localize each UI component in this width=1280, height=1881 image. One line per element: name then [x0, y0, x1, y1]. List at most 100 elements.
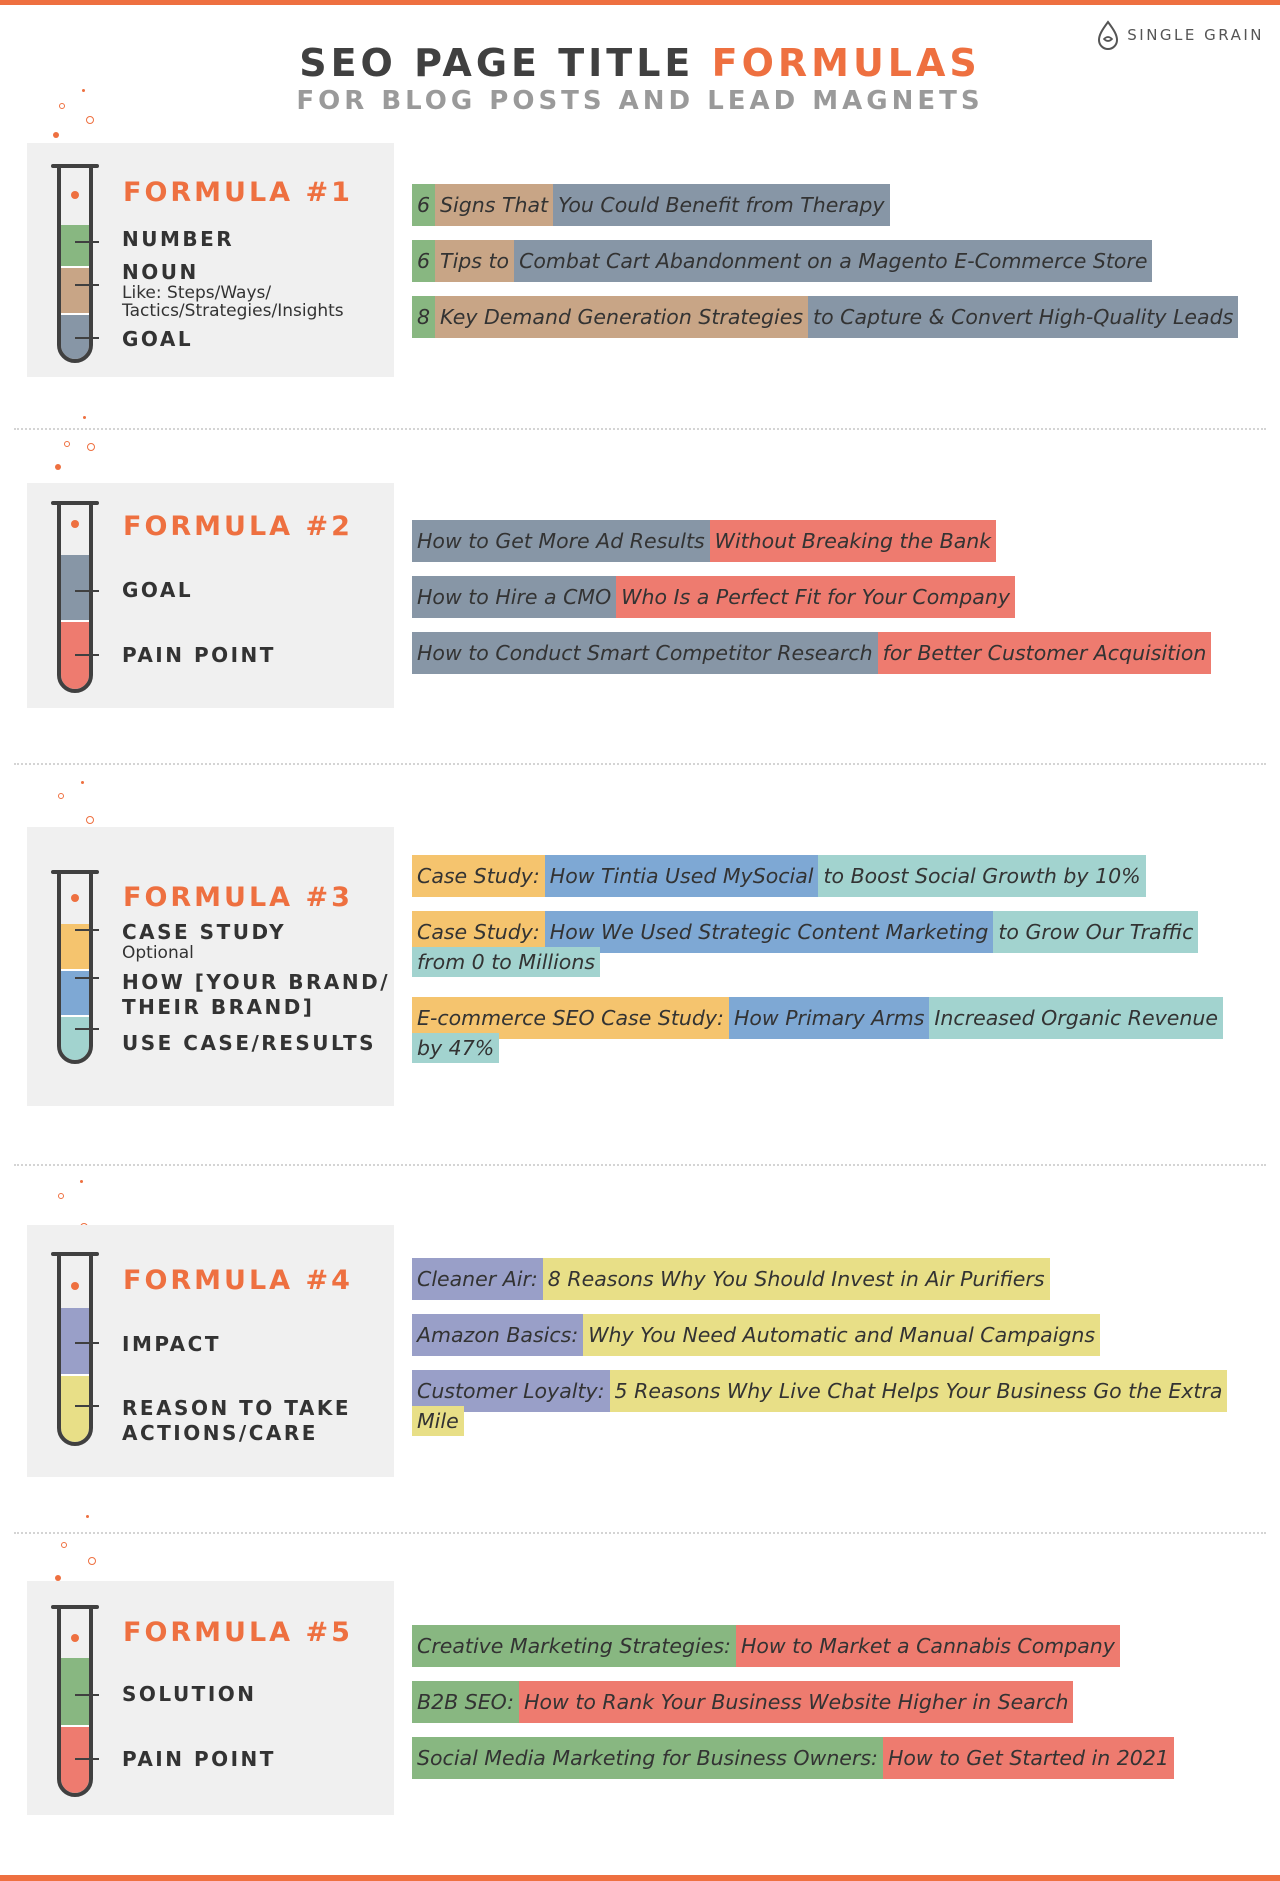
- bubble-dot: [83, 416, 86, 419]
- segment-impact: Customer Loyalty:: [412, 1370, 610, 1412]
- example-title: Cleaner Air: 8 Reasons Why You Should Inv…: [412, 1258, 1252, 1300]
- segment-use-case: Increased Organic Revenue: [929, 997, 1223, 1039]
- bubble-ring: [61, 1542, 67, 1548]
- single-grain-logo-icon: [1098, 20, 1119, 50]
- segment-case-study: Case Study:: [412, 911, 545, 953]
- bubble-ring: [58, 793, 64, 799]
- example-title: Case Study: How We Used Strategic Content…: [412, 911, 1252, 953]
- segment-pain-point: Who Is a Perfect Fit for Your Company: [616, 576, 1015, 618]
- page-title: SEO PAGE TITLE FORMULAS FOR BLOG POSTS A…: [0, 40, 1280, 116]
- section-divider: [14, 1532, 1266, 1534]
- segment-solution: B2B SEO:: [412, 1681, 520, 1723]
- example-title-wrap: by 47%: [412, 1033, 1252, 1069]
- formula-title: FORMULA #5: [123, 1617, 353, 1648]
- test-tube-icon: [51, 870, 99, 1064]
- label-pain-point: PAIN POINT: [122, 643, 276, 667]
- formula-5-examples: Creative Marketing Strategies: How to Mar…: [412, 1625, 1252, 1779]
- optional-note: Optional: [122, 943, 194, 963]
- bubble-ring: [88, 1557, 96, 1565]
- test-tube-icon: [51, 164, 99, 363]
- label-how-brand: HOW [YOUR BRAND/: [122, 970, 391, 994]
- label-how-brand-2: THEIR BRAND]: [122, 995, 315, 1019]
- example-title: Creative Marketing Strategies: How to Mar…: [412, 1625, 1252, 1667]
- segment-reason: 8 Reasons Why You Should Invest in Air P…: [542, 1258, 1050, 1300]
- example-title-wrap: from 0 to Millions: [412, 947, 1252, 983]
- example-title: 6 Signs That You Could Benefit from Therap…: [412, 184, 1252, 226]
- segment-goal: How to Hire a CMO: [412, 576, 617, 618]
- bubble-dot: [86, 1515, 89, 1518]
- label-impact: IMPACT: [122, 1332, 221, 1356]
- label-goal: GOAL: [122, 578, 194, 602]
- test-tube-icon: [51, 501, 99, 693]
- subtitle: FOR BLOG POSTS AND LEAD MAGNETS: [296, 86, 984, 116]
- formula-panel-3: FORMULA #3 CASE STUDY Optional HOW [YOUR…: [27, 827, 394, 1106]
- label-reason: REASON TO TAKE: [122, 1396, 351, 1420]
- segment-how-brand: How Tintia Used MySocial: [544, 855, 819, 897]
- segment-pain-point: Without Breaking the Bank: [709, 520, 997, 562]
- label-solution: SOLUTION: [122, 1682, 257, 1706]
- test-tube-icon: [51, 1252, 99, 1446]
- segment-impact: Cleaner Air:: [412, 1258, 543, 1300]
- segment-goal: Combat Cart Abandonment on a Magento E-C…: [514, 240, 1153, 282]
- example-title: How to Get More Ad Results Without Breaki…: [412, 520, 1252, 562]
- formula-title: FORMULA #4: [123, 1265, 353, 1296]
- formula-1-examples: 6 Signs That You Could Benefit from Therap…: [412, 184, 1252, 338]
- section-divider: [14, 428, 1266, 430]
- bubble-ring: [59, 103, 65, 109]
- bubble-dot: [53, 132, 59, 138]
- example-title: Social Media Marketing for Business Owne…: [412, 1737, 1252, 1779]
- segment-goal: to Capture & Convert High-Quality Leads: [808, 296, 1239, 338]
- formula-panel-5: FORMULA #5 SOLUTION PAIN POINT: [27, 1581, 394, 1815]
- segment-use-case: by 47%: [412, 1033, 500, 1063]
- noun-note: Like: Steps/Ways/: [122, 283, 272, 303]
- formula-3-examples: Case Study: How Tintia Used MySocial to Bo…: [412, 855, 1252, 1069]
- bubble-dot: [55, 464, 61, 470]
- segment-reason: 5 Reasons Why Live Chat Helps Your Busin…: [609, 1370, 1228, 1412]
- bubble-ring: [86, 116, 94, 124]
- label-case-study: CASE STUDY: [122, 920, 287, 944]
- segment-number: 8: [412, 296, 436, 338]
- label-reason-2: ACTIONS/CARE: [122, 1421, 318, 1445]
- test-tube-icon: [51, 1605, 99, 1797]
- example-title: Amazon Basics: Why You Need Automatic and…: [412, 1314, 1252, 1356]
- example-title-wrap: Mile: [412, 1406, 1252, 1442]
- segment-reason: Why You Need Automatic and Manual Campai…: [583, 1314, 1101, 1356]
- segment-use-case: to Grow Our Traffic: [993, 911, 1199, 953]
- title-accent: FORMULAS: [711, 41, 981, 85]
- bubble-ring: [64, 441, 70, 447]
- segment-noun: Tips to: [435, 240, 515, 282]
- label-pain-point: PAIN POINT: [122, 1747, 276, 1771]
- formula-panel-1: FORMULA #1 NUMBER NOUN Like: Steps/Ways/…: [27, 143, 394, 377]
- segment-pain-point: for Better Customer Acquisition: [877, 632, 1212, 674]
- formula-title: FORMULA #3: [123, 882, 353, 913]
- segment-case-study: Case Study:: [412, 855, 545, 897]
- bubble-ring: [86, 816, 94, 824]
- example-title: B2B SEO: How to Rank Your Business Websit…: [412, 1681, 1252, 1723]
- formula-4-examples: Cleaner Air: 8 Reasons Why You Should Inv…: [412, 1258, 1252, 1442]
- segment-number: 6: [412, 240, 436, 282]
- bubble-ring: [87, 443, 95, 451]
- segment-solution: Creative Marketing Strategies:: [412, 1625, 736, 1667]
- segment-noun: Signs That: [435, 184, 554, 226]
- segment-pain-point: How to Market a Cannabis Company: [735, 1625, 1120, 1667]
- bubble-dot: [55, 1575, 61, 1581]
- formula-2-examples: How to Get More Ad Results Without Breaki…: [412, 520, 1252, 674]
- segment-goal: How to Get More Ad Results: [412, 520, 710, 562]
- segment-noun: Key Demand Generation Strategies: [435, 296, 809, 338]
- segment-how-brand: How We Used Strategic Content Marketing: [544, 911, 994, 953]
- label-noun: NOUN: [122, 260, 199, 284]
- noun-note-2: Tactics/Strategies/Insights: [122, 301, 344, 321]
- segment-use-case: to Boost Social Growth by 10%: [818, 855, 1146, 897]
- segment-number: 6: [412, 184, 436, 226]
- segment-solution: Social Media Marketing for Business Owne…: [412, 1737, 883, 1779]
- segment-goal: How to Conduct Smart Competitor Research: [412, 632, 878, 674]
- example-title: 6 Tips to Combat Cart Abandonment on a Mag…: [412, 240, 1252, 282]
- label-number: NUMBER: [122, 227, 235, 251]
- section-divider: [14, 1164, 1266, 1166]
- formula-title: FORMULA #2: [123, 511, 353, 542]
- example-title: How to Hire a CMO Who Is a Perfect Fit fo…: [412, 576, 1252, 618]
- formula-panel-4: FORMULA #4 IMPACT REASON TO TAKE ACTIONS…: [27, 1225, 394, 1477]
- formula-panel-2: FORMULA #2 GOAL PAIN POINT: [27, 483, 394, 708]
- brand-name: SINGLE GRAIN: [1127, 26, 1264, 44]
- section-divider: [14, 763, 1266, 765]
